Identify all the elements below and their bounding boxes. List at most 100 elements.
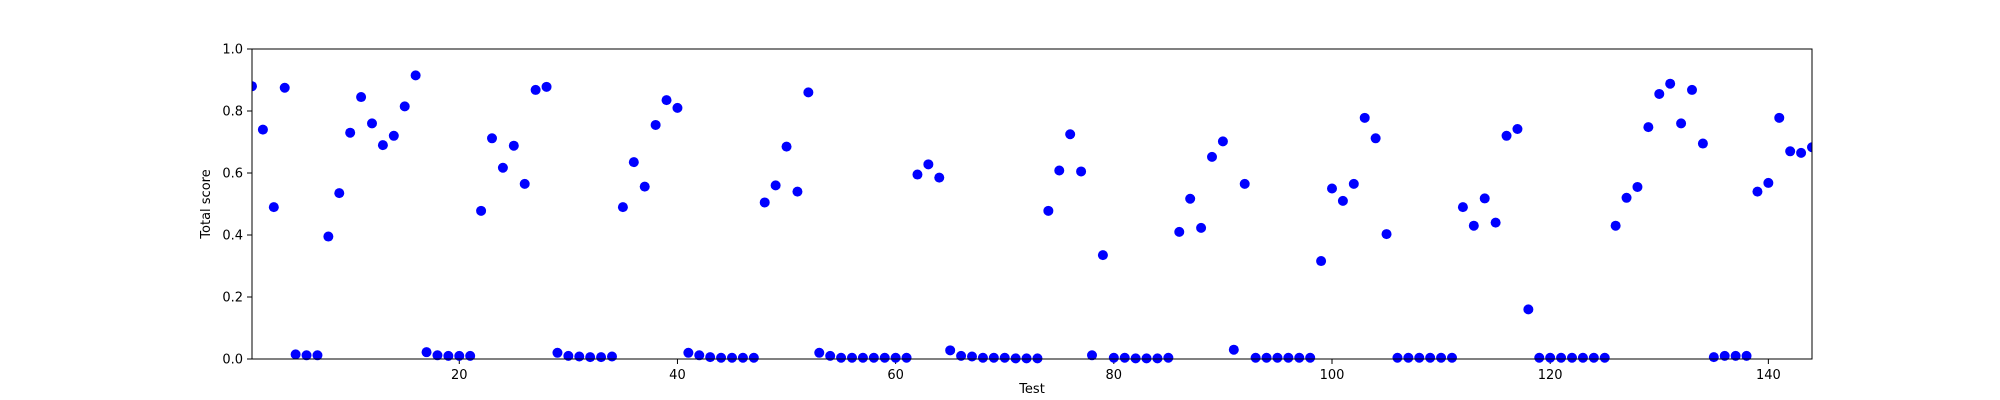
data-point: [1316, 256, 1327, 267]
data-point: [410, 70, 421, 81]
data-point: [1054, 165, 1065, 176]
data-point: [1588, 352, 1599, 363]
data-point: [628, 157, 639, 168]
data-point: [857, 352, 868, 363]
plot-area-frame: [251, 48, 1813, 360]
data-point: [1087, 350, 1097, 361]
data-point: [367, 118, 377, 129]
data-point: [508, 140, 519, 151]
data-point: [290, 349, 301, 360]
y-axis-ticks: 0.0 0.2 0.4 0.6 0.8 1.0: [222, 43, 252, 368]
y-tick-label: 1.0: [222, 43, 243, 58]
data-point: [1599, 352, 1610, 363]
data-point: [1752, 186, 1763, 197]
data-point: [1381, 229, 1392, 240]
data-points: [252, 70, 1812, 364]
data-point: [1610, 220, 1621, 231]
data-point: [934, 172, 945, 183]
data-point: [1436, 352, 1447, 363]
data-point: [1501, 130, 1512, 141]
data-point: [694, 350, 705, 361]
data-point: [1687, 84, 1697, 95]
data-point: [945, 345, 956, 356]
data-point: [1632, 181, 1643, 192]
x-tick-label: 40: [669, 368, 686, 383]
data-point: [1043, 205, 1054, 216]
data-point: [432, 350, 443, 361]
data-point: [847, 352, 857, 363]
data-point: [868, 352, 879, 363]
data-point: [1196, 222, 1207, 233]
data-point: [814, 347, 825, 358]
data-point: [1228, 344, 1239, 355]
data-point: [1294, 352, 1305, 363]
data-point: [421, 347, 432, 358]
data-point: [1097, 250, 1108, 261]
data-point: [977, 352, 988, 363]
data-point: [1207, 151, 1217, 162]
data-point: [252, 81, 257, 92]
data-point: [1676, 118, 1687, 129]
data-point: [1065, 129, 1076, 140]
data-point: [279, 82, 290, 93]
data-point: [1272, 352, 1283, 363]
x-tick-label: 20: [451, 368, 468, 383]
data-point: [1796, 147, 1807, 158]
data-point: [1490, 217, 1501, 228]
data-point: [1174, 226, 1185, 237]
data-point: [803, 87, 814, 98]
data-point: [1032, 353, 1043, 364]
data-point: [683, 347, 694, 358]
data-point: [607, 351, 617, 362]
data-point: [967, 351, 977, 362]
data-point: [1447, 352, 1457, 363]
data-point: [1763, 177, 1774, 188]
data-point: [541, 81, 552, 92]
data-point: [879, 352, 890, 363]
data-point: [1719, 350, 1730, 361]
data-point: [1523, 304, 1534, 315]
x-tick-label: 60: [887, 368, 904, 383]
data-point: [1163, 352, 1174, 363]
y-axis-label: Total score: [199, 169, 214, 239]
data-point: [1567, 352, 1577, 363]
data-point: [301, 350, 312, 361]
data-point: [1425, 352, 1436, 363]
y-tick-label: 0.6: [222, 167, 243, 182]
data-point: [1708, 352, 1719, 363]
data-point: [672, 102, 683, 113]
data-point: [1534, 352, 1545, 363]
data-point: [792, 186, 803, 197]
data-point: [1643, 122, 1654, 133]
data-point: [552, 347, 563, 358]
data-point: [1741, 350, 1752, 361]
data-point: [596, 352, 607, 363]
data-point: [1468, 220, 1479, 231]
data-point: [1337, 195, 1348, 206]
data-point: [1621, 192, 1632, 203]
data-point: [323, 231, 334, 242]
data-point: [890, 352, 901, 363]
data-point: [1577, 352, 1588, 363]
data-point: [356, 92, 367, 103]
x-tick-label: 100: [1320, 368, 1345, 383]
data-point: [1807, 142, 1812, 153]
data-point: [1785, 146, 1796, 157]
y-tick-label: 0.4: [222, 229, 243, 244]
data-point: [1076, 166, 1087, 177]
x-axis-ticks: 20 40 60 80 100 120 140: [451, 359, 1781, 383]
data-point: [1370, 133, 1381, 144]
data-point: [1021, 353, 1032, 364]
x-tick-label: 120: [1538, 368, 1563, 383]
data-point: [530, 84, 541, 95]
data-point: [497, 162, 508, 173]
data-point: [1152, 353, 1163, 364]
data-point: [1512, 123, 1523, 134]
data-point: [716, 352, 727, 363]
data-point: [1774, 112, 1785, 123]
data-point: [1119, 352, 1130, 363]
data-point: [1010, 353, 1021, 364]
data-point: [923, 159, 934, 170]
y-tick-label: 0.8: [222, 105, 243, 120]
data-point: [1654, 88, 1665, 99]
